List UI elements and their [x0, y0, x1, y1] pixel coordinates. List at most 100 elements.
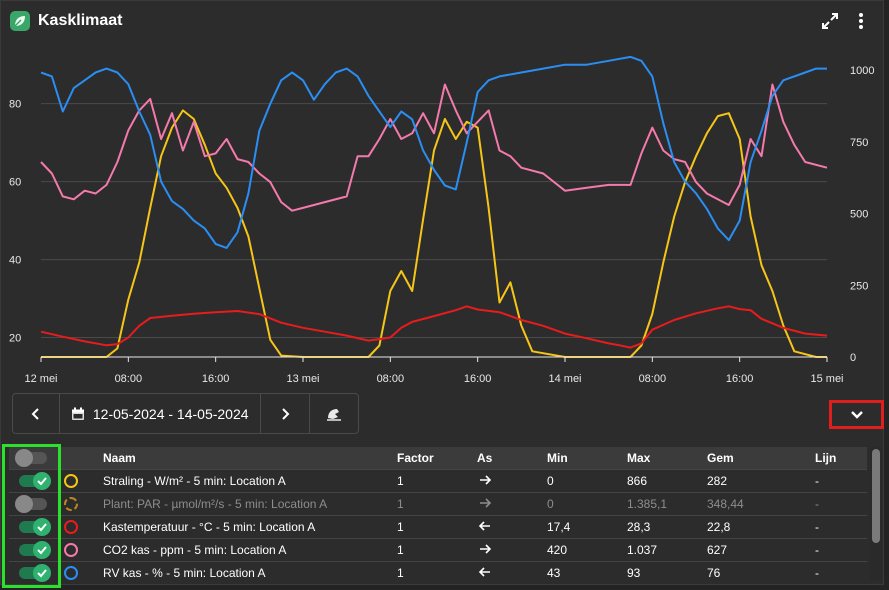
- series-max: 1.385,1: [627, 492, 707, 516]
- series-name: Plant: PAR - µmol/m²/s - 5 min: Location…: [103, 492, 397, 516]
- axis-left-arrow-icon[interactable]: [477, 519, 493, 533]
- x-tick-label: 15 mei: [810, 373, 843, 385]
- column-min[interactable]: Min: [547, 447, 627, 470]
- series-toggle[interactable]: [19, 564, 51, 582]
- series-avg: 627: [707, 538, 815, 562]
- date-navigation: 12-05-2024 - 14-05-2024: [12, 393, 359, 434]
- series-factor[interactable]: 1: [397, 515, 477, 539]
- axis-right-arrow-icon[interactable]: [477, 496, 493, 510]
- table-scrollbar[interactable]: [870, 447, 882, 581]
- series-color-swatch[interactable]: [64, 474, 78, 488]
- series-min: 0: [547, 469, 627, 493]
- series-name: RV kas - % - 5 min: Location A: [103, 561, 397, 584]
- axis-left-arrow-icon[interactable]: [477, 565, 493, 579]
- y-right-tick-label: 750: [850, 137, 868, 149]
- series-name: CO2 kas - ppm - 5 min: Location A: [103, 538, 397, 562]
- series-toggle[interactable]: [15, 495, 47, 513]
- chevron-left-icon: [31, 407, 39, 420]
- y-right-tick-label: 250: [850, 280, 868, 292]
- check-icon: [37, 569, 47, 578]
- toggle-all-column: [9, 447, 61, 470]
- y-right-tick-label: 1000: [850, 65, 874, 77]
- series-line-3: [40, 55, 827, 249]
- x-tick-label: 08:00: [377, 373, 405, 385]
- series-color-swatch[interactable]: [64, 566, 78, 580]
- series-color-swatch[interactable]: [64, 543, 78, 557]
- compare-button[interactable]: [310, 394, 358, 433]
- series-line-0: [41, 109, 827, 358]
- x-tick-label: 08:00: [639, 373, 667, 385]
- series-line[interactable]: -: [815, 561, 867, 584]
- series-factor[interactable]: 1: [397, 469, 477, 493]
- x-tick-label: 16:00: [726, 373, 754, 385]
- climate-line-chart: 20 40 60 80 0 250 500 750 1000 12 mei 08:00 16:00 13…: [9, 55, 874, 385]
- series-color-swatch[interactable]: [64, 520, 78, 534]
- check-icon: [37, 523, 47, 532]
- y-left-tick-label: 40: [9, 255, 21, 267]
- series-avg: 76: [707, 561, 815, 584]
- axis-right-arrow-icon[interactable]: [477, 542, 493, 556]
- y-left-tick-label: 20: [9, 333, 21, 345]
- chart-compare-icon: [327, 408, 342, 421]
- series-line[interactable]: -: [815, 538, 867, 562]
- series-factor[interactable]: 1: [397, 561, 477, 584]
- column-as[interactable]: As: [477, 447, 547, 470]
- x-tick-label: 16:00: [202, 373, 230, 385]
- table-header-row: Naam Factor As Min Max Gem Lijn: [9, 447, 867, 470]
- series-line[interactable]: -: [815, 515, 867, 539]
- y-left-tick-label: 80: [9, 99, 21, 111]
- series-min: 420: [547, 538, 627, 562]
- axis-right-arrow-icon[interactable]: [477, 473, 493, 487]
- series-max: 1.037: [627, 538, 707, 562]
- date-range-picker[interactable]: 12-05-2024 - 14-05-2024: [60, 394, 261, 433]
- series-line[interactable]: -: [815, 469, 867, 493]
- series-factor[interactable]: 1: [397, 492, 477, 516]
- column-lijn[interactable]: Lijn: [815, 447, 867, 470]
- series-table: Naam Factor As Min Max Gem Lijn Straling…: [9, 447, 867, 584]
- y-left-tick-label: 60: [9, 177, 21, 189]
- column-max[interactable]: Max: [627, 447, 707, 470]
- series-min: 43: [547, 561, 627, 584]
- chevron-down-icon: [850, 410, 863, 419]
- expand-icon[interactable]: [819, 10, 841, 32]
- series-toggle[interactable]: [19, 541, 51, 559]
- previous-button[interactable]: [13, 394, 60, 433]
- table-row[interactable]: RV kas - % - 5 min: Location A 1 43 93 76-: [9, 561, 867, 584]
- check-icon: [37, 546, 47, 555]
- leaf-icon: [10, 11, 30, 31]
- series-name: Straling - W/m² - 5 min: Location A: [103, 469, 397, 493]
- series-color-swatch[interactable]: [64, 497, 78, 511]
- table-row[interactable]: Straling - W/m² - 5 min: Location A 1 0 866…: [9, 469, 867, 493]
- series-name: Kastemperatuur - °C - 5 min: Location A: [103, 515, 397, 539]
- x-tick-label: 13 mei: [286, 373, 319, 385]
- check-icon: [37, 477, 47, 486]
- series-line[interactable]: -: [815, 492, 867, 516]
- column-gem[interactable]: Gem: [707, 447, 815, 470]
- series-toggle[interactable]: [19, 472, 51, 490]
- series-avg: 282: [707, 469, 815, 493]
- series-min: 0: [547, 492, 627, 516]
- column-factor[interactable]: Factor: [397, 447, 477, 470]
- column-naam[interactable]: Naam: [103, 447, 397, 470]
- x-tick-label: 16:00: [464, 373, 492, 385]
- series-max: 866: [627, 469, 707, 493]
- date-range-text: 12-05-2024 - 14-05-2024: [92, 405, 249, 422]
- expand-table-button[interactable]: [829, 400, 884, 429]
- series-table-container: Naam Factor As Min Max Gem Lijn Straling…: [1, 445, 885, 586]
- x-tick-label: 08:00: [115, 373, 143, 385]
- card-header: Kasklimaat: [1, 1, 885, 43]
- next-button[interactable]: [261, 394, 311, 433]
- x-tick-label: 14 mei: [548, 373, 581, 385]
- toggle-all-switch[interactable]: [15, 449, 47, 467]
- series-factor[interactable]: 1: [397, 538, 477, 562]
- series-toggle[interactable]: [19, 518, 51, 536]
- series-max: 93: [627, 561, 707, 584]
- calendar-icon: [71, 407, 84, 420]
- series-line-1: [40, 305, 828, 349]
- more-vertical-icon[interactable]: [850, 10, 872, 32]
- y-right-tick-label: 500: [850, 209, 868, 221]
- table-row[interactable]: CO2 kas - ppm - 5 min: Location A 1 420 1.0…: [9, 538, 867, 562]
- scrollbar-thumb[interactable]: [872, 449, 880, 543]
- table-row[interactable]: Plant: PAR - µmol/m²/s - 5 min: Location…: [9, 492, 867, 516]
